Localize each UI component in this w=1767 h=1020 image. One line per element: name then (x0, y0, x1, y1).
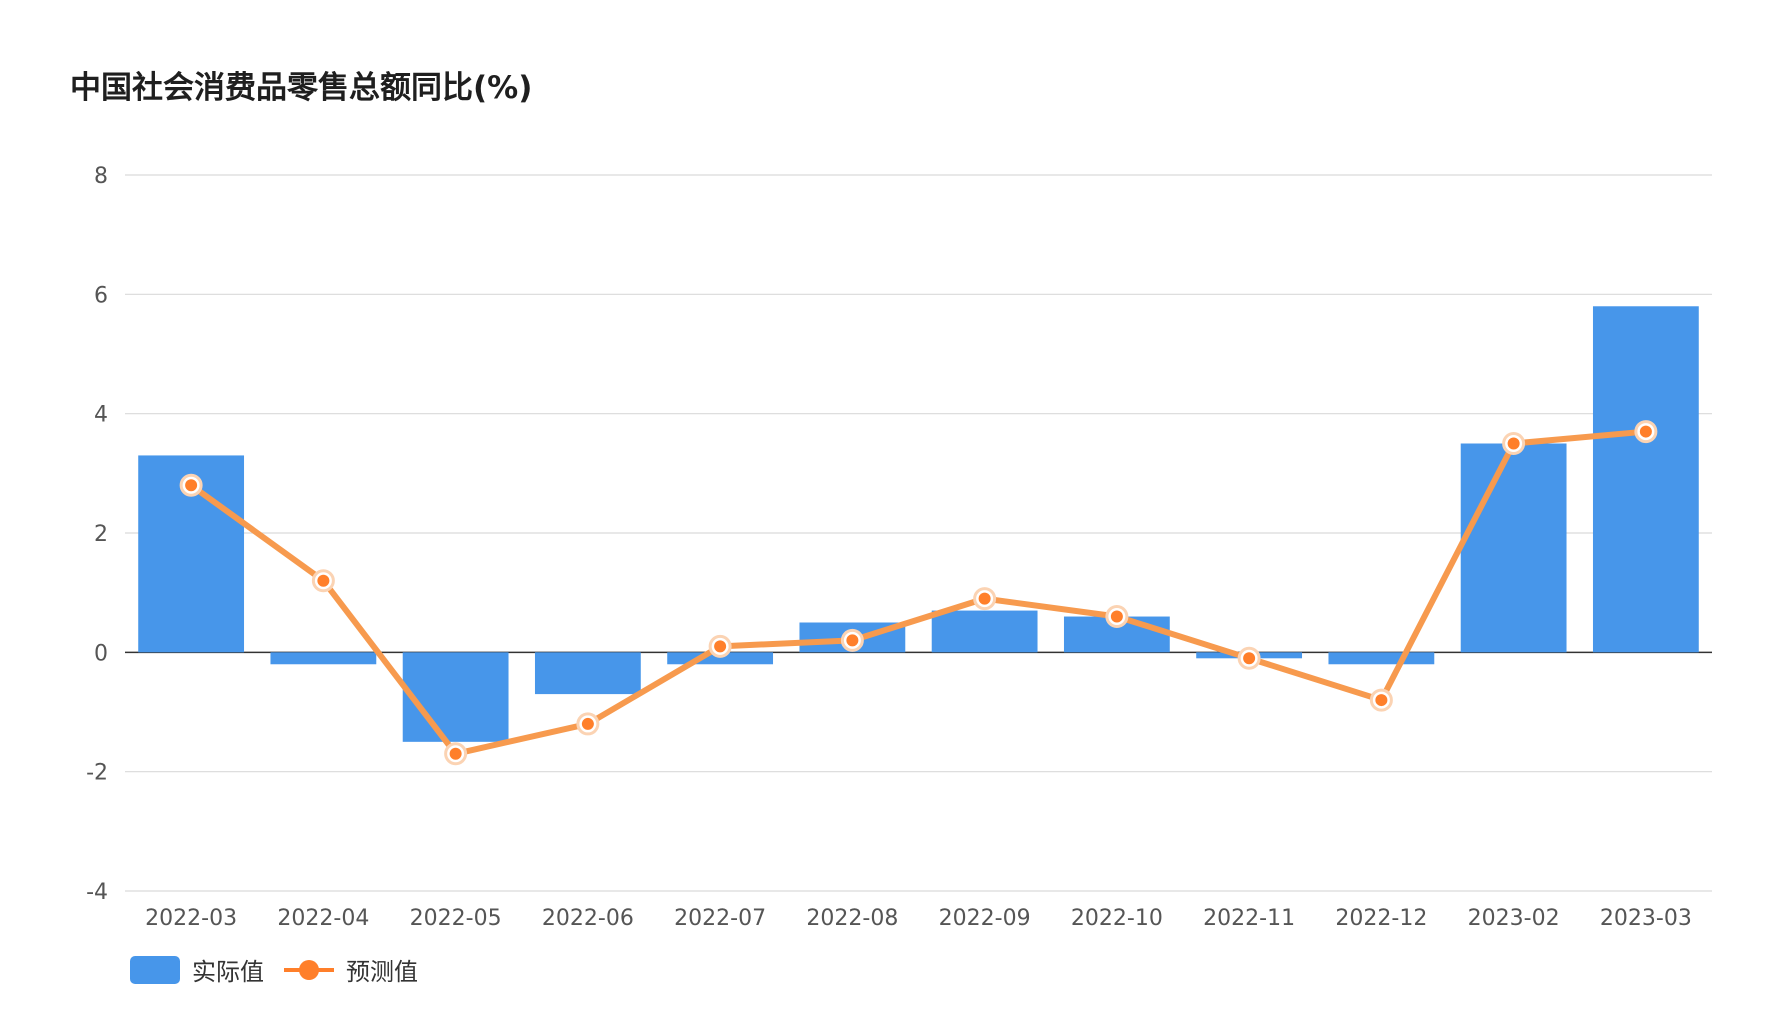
y-tick-label: 6 (94, 283, 108, 308)
x-tick-label: 2022-12 (1335, 906, 1427, 931)
legend: 实际值 预测值 (130, 952, 438, 987)
line-layer (179, 420, 1658, 766)
bar[interactable] (402, 652, 509, 742)
bar[interactable] (1592, 306, 1699, 653)
x-tick-label: 2022-08 (806, 906, 898, 931)
bar[interactable] (931, 610, 1038, 653)
legend-label-actual: 实际值 (192, 958, 264, 986)
y-tick-label: -2 (86, 761, 108, 786)
forecast-point[interactable] (1639, 425, 1652, 438)
legend-item-actual[interactable]: 实际值 (130, 952, 264, 987)
x-tick-label: 2022-10 (1071, 906, 1163, 931)
forecast-point[interactable] (1375, 694, 1388, 707)
x-tick-label: 2022-11 (1203, 906, 1295, 931)
x-tick-label: 2022-07 (674, 906, 766, 931)
forecast-line (188, 428, 1649, 757)
bar[interactable] (1328, 652, 1435, 665)
x-tick-label: 2022-05 (410, 906, 502, 931)
forecast-point[interactable] (185, 479, 198, 492)
x-tick-label: 2022-06 (542, 906, 634, 931)
axis-layer: 8 6 4 2 0 -2 -4 2022-03 2022-04 2022-05 2022-06 202… (86, 164, 1692, 931)
forecast-point[interactable] (1243, 652, 1256, 665)
bar[interactable] (1460, 443, 1567, 653)
forecast-point[interactable] (1110, 610, 1123, 623)
x-tick-label: 2023-03 (1600, 906, 1692, 931)
bar[interactable] (667, 652, 774, 665)
forecast-point[interactable] (317, 574, 330, 587)
legend-bar-swatch (130, 955, 180, 984)
legend-label-forecast: 预测值 (346, 958, 418, 986)
y-tick-label: 2 (94, 522, 108, 547)
forecast-point[interactable] (449, 747, 462, 760)
bar[interactable] (534, 652, 641, 695)
bar-layer (138, 306, 1699, 742)
bar[interactable] (270, 652, 377, 665)
y-tick-label: 0 (94, 641, 108, 666)
x-tick-label: 2022-04 (277, 906, 369, 931)
legend-item-forecast[interactable]: 预测值 (284, 952, 418, 987)
chart-title: 中国社会消费品零售总额同比(%) (70, 70, 533, 106)
y-tick-label: -4 (86, 880, 108, 905)
x-tick-label: 2022-09 (939, 906, 1031, 931)
x-tick-label: 2022-03 (145, 906, 237, 931)
legend-line-swatch (284, 956, 334, 984)
y-tick-label: 8 (94, 164, 108, 189)
grid-layer (125, 174, 1712, 892)
forecast-point[interactable] (714, 640, 727, 653)
y-tick-label: 4 (94, 403, 108, 428)
x-tick-label: 2023-02 (1468, 906, 1560, 931)
forecast-point[interactable] (846, 634, 859, 647)
forecast-point[interactable] (581, 717, 594, 730)
forecast-point[interactable] (978, 592, 991, 605)
forecast-point[interactable] (1507, 437, 1520, 450)
